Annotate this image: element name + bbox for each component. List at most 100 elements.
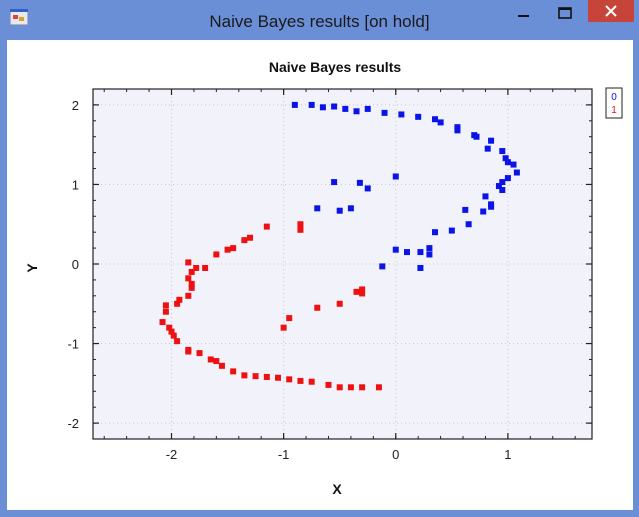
scatter-chart: Naive Bayes results -2 -1 0 1 -2 -1 0 1 2 X Y 0 …	[24, 59, 623, 497]
point-series-1	[246, 234, 253, 241]
point-series-0	[353, 108, 360, 115]
title-bar[interactable]: Naive Bayes results [on hold]	[0, 0, 639, 40]
point-series-0	[454, 124, 461, 131]
point-series-0	[426, 245, 433, 252]
point-series-0	[502, 155, 509, 162]
point-series-0	[488, 137, 495, 144]
point-series-1	[176, 296, 183, 303]
point-series-0	[432, 229, 439, 236]
point-series-1	[218, 362, 225, 369]
point-series-1	[185, 275, 192, 282]
point-series-0	[342, 105, 349, 112]
point-series-1	[185, 292, 192, 299]
point-series-0	[347, 205, 354, 212]
point-series-1	[314, 304, 321, 311]
point-series-1	[185, 259, 192, 266]
data-points	[159, 101, 520, 391]
point-series-1	[241, 372, 248, 379]
point-series-0	[291, 101, 298, 108]
point-series-0	[454, 127, 461, 134]
point-series-0	[379, 263, 386, 270]
point-series-0	[504, 175, 511, 182]
legend-entry-1: 1	[611, 105, 617, 116]
point-series-0	[364, 105, 371, 112]
point-series-1	[325, 381, 332, 388]
point-series-1	[185, 348, 192, 355]
close-icon	[605, 5, 617, 17]
chart-area: Naive Bayes results -2 -1 0 1 -2 -1 0 1 2 X Y 0 …	[7, 40, 633, 510]
point-series-1	[336, 300, 343, 307]
point-series-0	[392, 173, 399, 180]
axis-ticks: -2 -1 0 1 -2 -1 0 1 2	[67, 89, 592, 462]
point-series-0	[499, 148, 506, 155]
point-series-1	[207, 356, 214, 363]
point-series-0	[504, 159, 511, 166]
point-series-1	[375, 384, 382, 391]
point-series-1	[359, 290, 366, 297]
point-series-0	[308, 101, 315, 108]
plot-area	[92, 88, 593, 440]
point-series-1	[308, 378, 315, 385]
point-series-0	[398, 111, 405, 118]
point-series-1	[359, 384, 366, 391]
point-series-0	[448, 227, 455, 234]
point-series-1	[286, 315, 293, 322]
point-series-1	[213, 251, 220, 258]
maximize-button[interactable]	[546, 0, 584, 30]
point-series-0	[488, 203, 495, 210]
point-series-0	[331, 179, 338, 186]
point-series-1	[188, 268, 195, 275]
point-series-0	[336, 207, 343, 214]
point-series-0	[319, 104, 326, 111]
point-series-0	[356, 179, 363, 186]
point-series-0	[415, 113, 422, 120]
point-series-0	[499, 179, 506, 186]
point-series-1	[280, 324, 287, 331]
legend-entry-0: 0	[611, 92, 617, 103]
point-series-0	[331, 103, 338, 110]
point-series-1	[170, 332, 177, 339]
point-series-1	[275, 374, 282, 381]
point-series-1	[230, 245, 237, 252]
y-tick-label: 0	[72, 257, 79, 272]
point-series-0	[484, 145, 491, 152]
point-series-0	[437, 119, 444, 126]
point-series-1	[174, 338, 181, 345]
point-series-0	[495, 183, 502, 190]
point-series-1	[359, 286, 366, 293]
point-series-1	[188, 284, 195, 291]
y-tick-label: -1	[67, 337, 79, 352]
y-axis-label: Y	[24, 263, 40, 273]
point-series-1	[168, 328, 175, 335]
point-series-0	[417, 249, 424, 256]
minimize-icon	[518, 15, 529, 17]
point-series-0	[364, 185, 371, 192]
y-tick-label: -2	[67, 416, 79, 431]
point-series-1	[336, 384, 343, 391]
point-series-1	[297, 221, 304, 228]
point-series-0	[480, 208, 487, 215]
app-icon	[10, 9, 28, 25]
point-series-0	[465, 221, 472, 228]
legend: 0 1	[605, 87, 623, 119]
maximize-icon	[558, 7, 572, 19]
point-series-0	[417, 264, 424, 271]
window-title: Naive Bayes results [on hold]	[209, 12, 430, 31]
point-series-0	[392, 246, 399, 253]
point-series-0	[499, 187, 506, 194]
point-series-1	[174, 300, 181, 307]
point-series-1	[263, 223, 270, 230]
point-series-1	[202, 264, 209, 271]
point-series-1	[286, 376, 293, 383]
point-series-1	[213, 358, 220, 365]
point-series-0	[510, 161, 517, 168]
minimize-button[interactable]	[504, 0, 542, 30]
point-series-1	[241, 237, 248, 244]
point-series-1	[188, 280, 195, 287]
legend-box	[605, 87, 623, 119]
y-tick-label: 2	[72, 98, 79, 113]
point-series-1	[166, 324, 173, 331]
point-series-0	[473, 133, 480, 140]
close-button[interactable]	[588, 0, 634, 22]
